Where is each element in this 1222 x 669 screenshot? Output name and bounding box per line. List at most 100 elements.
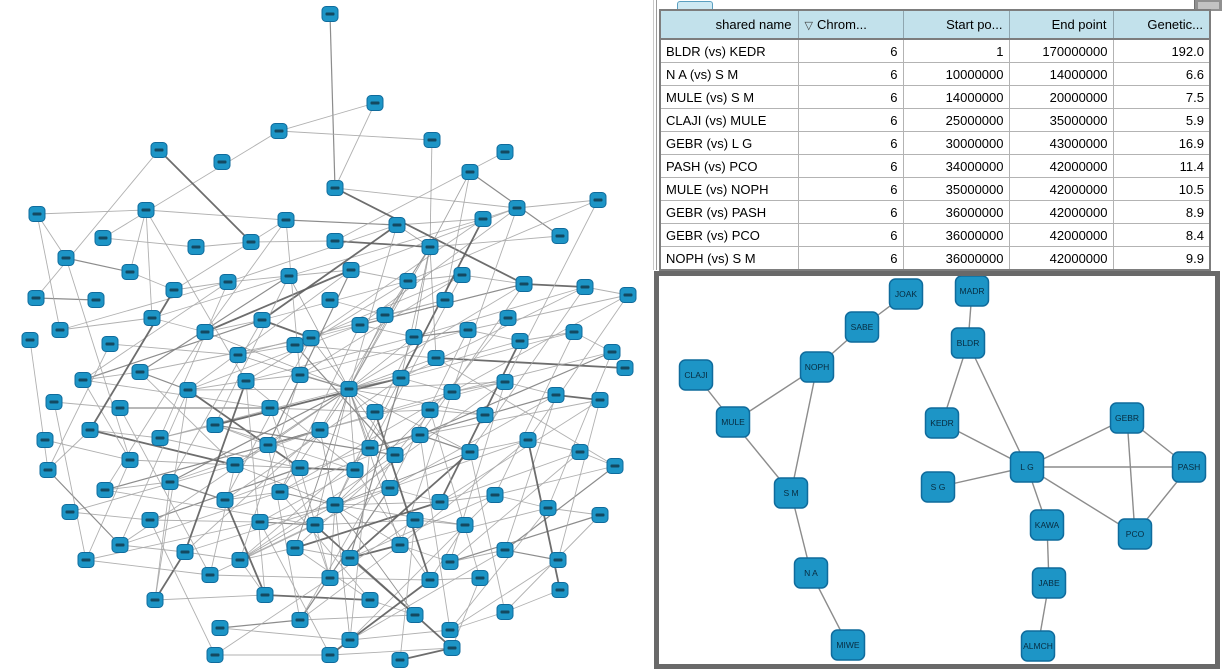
node[interactable] (216, 492, 234, 508)
cell-chrom[interactable]: 6 (798, 62, 904, 86)
node[interactable] (229, 347, 247, 363)
node[interactable] (406, 512, 424, 528)
node-shape[interactable] (830, 629, 866, 661)
cell-start[interactable]: 1 (903, 39, 1010, 63)
node[interactable] (277, 212, 295, 228)
node[interactable] (206, 417, 224, 433)
cell-start[interactable]: 14000000 (903, 85, 1010, 109)
node[interactable] (111, 537, 129, 553)
cell-genetic[interactable]: 192.0 (1113, 39, 1210, 63)
node[interactable] (21, 332, 39, 348)
cell-shared[interactable]: PASH (vs) PCO (660, 154, 799, 178)
cell-shared[interactable]: NOPH (vs) S M (660, 246, 799, 271)
node-MULE[interactable]: MULE (715, 406, 751, 438)
node-GEBR[interactable]: GEBR (1109, 402, 1145, 434)
right-network-canvas[interactable]: JOAK MADR SABE BLDR NOPH CLAJI KEDR GEBR MULE L G… (659, 276, 1215, 664)
node[interactable] (161, 474, 179, 490)
node[interactable] (366, 404, 384, 420)
cell-end[interactable]: 20000000 (1009, 85, 1114, 109)
node[interactable] (392, 370, 410, 386)
node[interactable] (291, 612, 309, 628)
cell-genetic[interactable]: 6.6 (1113, 62, 1210, 86)
node[interactable] (476, 407, 494, 423)
node[interactable] (94, 230, 112, 246)
node[interactable] (386, 447, 404, 463)
cell-end[interactable]: 42000000 (1009, 177, 1114, 201)
node-shape[interactable] (924, 407, 960, 439)
cell-shared[interactable]: MULE (vs) NOPH (660, 177, 799, 201)
node[interactable] (57, 250, 75, 266)
node[interactable] (508, 200, 526, 216)
cell-chrom[interactable]: 6 (798, 200, 904, 224)
node-shape[interactable] (1109, 402, 1145, 434)
node[interactable] (453, 267, 471, 283)
node[interactable] (326, 233, 344, 249)
node[interactable] (606, 458, 624, 474)
table-row[interactable]: GEBR (vs) L G 6 30000000 43000000 16.9 (660, 131, 1210, 155)
node[interactable] (441, 554, 459, 570)
left-network-canvas[interactable] (0, 0, 650, 669)
node[interactable] (391, 537, 409, 553)
node[interactable] (45, 394, 63, 410)
node[interactable] (405, 329, 423, 345)
cell-genetic[interactable]: 9.9 (1113, 246, 1210, 271)
node-shape[interactable] (950, 327, 986, 359)
node[interactable] (39, 462, 57, 478)
node-PASH[interactable]: PASH (1171, 451, 1207, 483)
node[interactable] (187, 239, 205, 255)
node[interactable] (226, 457, 244, 473)
node-S M[interactable]: S M (773, 477, 809, 509)
node[interactable] (77, 552, 95, 568)
cell-start[interactable]: 36000000 (903, 223, 1010, 247)
node-shape[interactable] (888, 278, 924, 310)
main-network-panel[interactable] (0, 0, 650, 669)
node[interactable] (351, 317, 369, 333)
node-KEDR[interactable]: KEDR (924, 407, 960, 439)
cell-genetic[interactable]: 16.9 (1113, 131, 1210, 155)
node-shape[interactable] (715, 406, 751, 438)
node[interactable] (589, 192, 607, 208)
node[interactable] (28, 206, 46, 222)
node[interactable] (259, 437, 277, 453)
node[interactable] (74, 372, 92, 388)
node-shape[interactable] (920, 471, 956, 503)
node[interactable] (121, 452, 139, 468)
node[interactable] (321, 570, 339, 586)
cell-chrom[interactable]: 6 (798, 246, 904, 271)
node[interactable] (291, 460, 309, 476)
node[interactable] (141, 512, 159, 528)
cell-shared[interactable]: GEBR (vs) L G (660, 131, 799, 155)
cell-chrom[interactable]: 6 (798, 108, 904, 132)
node[interactable] (256, 587, 274, 603)
node[interactable] (196, 324, 214, 340)
node[interactable] (391, 652, 409, 668)
node[interactable] (459, 322, 477, 338)
node[interactable] (242, 234, 260, 250)
cell-chrom[interactable]: 6 (798, 85, 904, 109)
node[interactable] (101, 336, 119, 352)
node[interactable] (443, 640, 461, 656)
node[interactable] (179, 382, 197, 398)
node[interactable] (150, 142, 168, 158)
node[interactable] (340, 381, 358, 397)
node[interactable] (443, 384, 461, 400)
node-shape[interactable] (844, 311, 880, 343)
node-shape[interactable] (1031, 567, 1067, 599)
node[interactable] (496, 144, 514, 160)
node[interactable] (591, 392, 609, 408)
node[interactable] (201, 567, 219, 583)
toolbar-tab-fragment[interactable] (677, 1, 713, 10)
table-row[interactable]: MULE (vs) NOPH 6 35000000 42000000 10.5 (660, 177, 1210, 201)
cell-shared[interactable]: CLAJI (vs) MULE (660, 108, 799, 132)
node[interactable] (165, 282, 183, 298)
node[interactable] (213, 154, 231, 170)
node[interactable] (456, 517, 474, 533)
node[interactable] (326, 497, 344, 513)
cell-start[interactable]: 10000000 (903, 62, 1010, 86)
node[interactable] (519, 432, 537, 448)
node[interactable] (411, 427, 429, 443)
node[interactable] (342, 262, 360, 278)
node[interactable] (280, 268, 298, 284)
node[interactable] (321, 6, 339, 22)
node[interactable] (486, 487, 504, 503)
